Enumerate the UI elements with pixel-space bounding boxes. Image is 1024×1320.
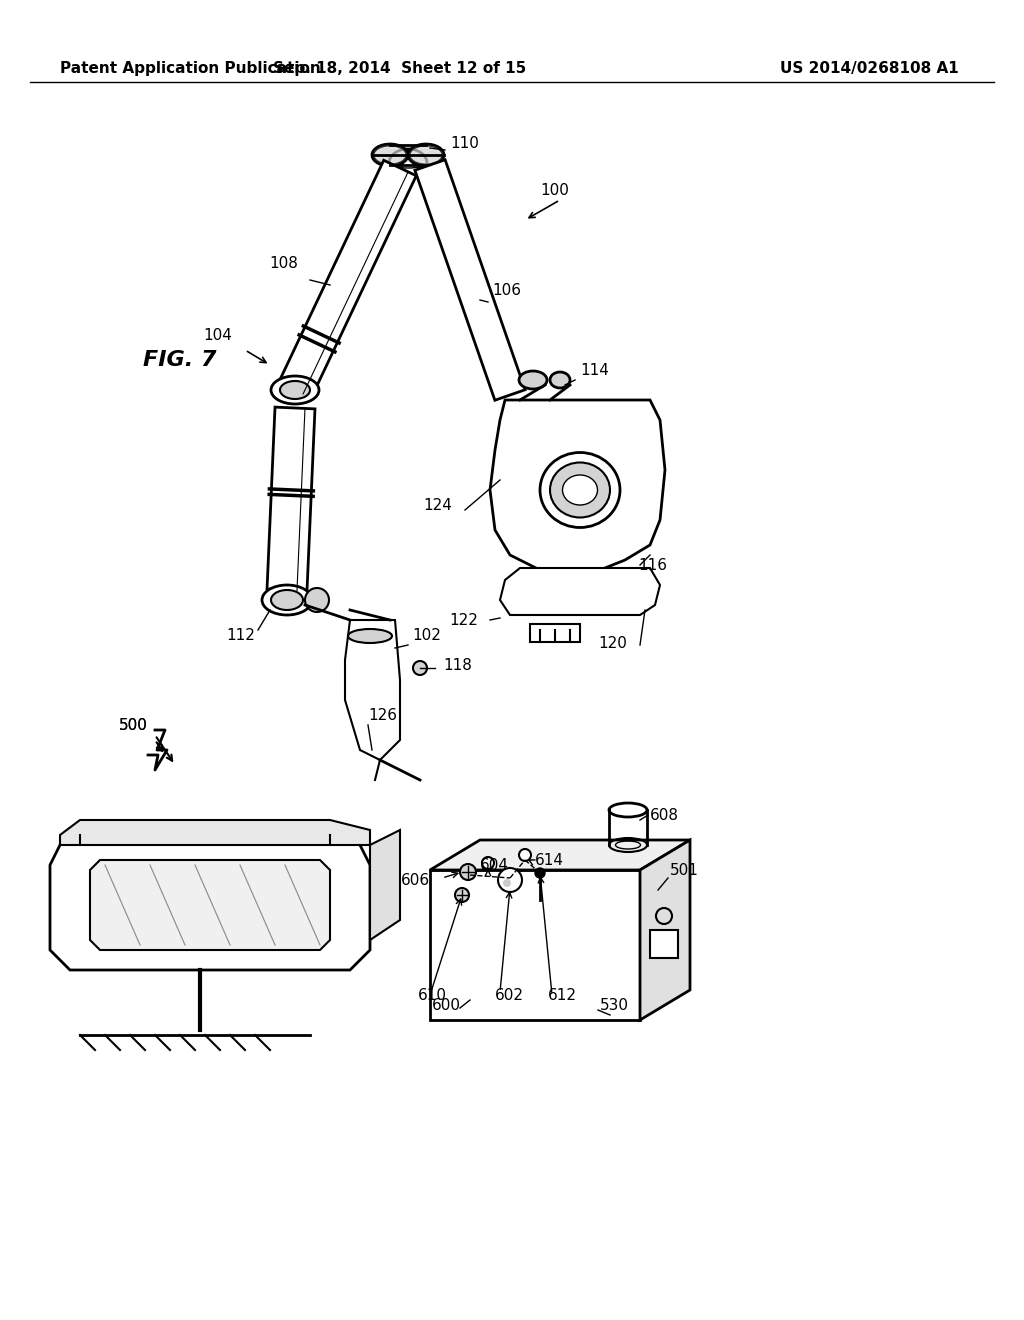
Text: 116: 116 bbox=[638, 558, 667, 573]
Text: 604: 604 bbox=[480, 858, 509, 873]
Ellipse shape bbox=[562, 475, 597, 506]
Circle shape bbox=[535, 869, 545, 878]
Ellipse shape bbox=[348, 630, 392, 643]
Circle shape bbox=[305, 587, 329, 612]
Text: 104: 104 bbox=[203, 327, 232, 343]
Polygon shape bbox=[430, 870, 640, 1020]
Text: 530: 530 bbox=[600, 998, 629, 1012]
Polygon shape bbox=[90, 861, 330, 950]
Text: 600: 600 bbox=[432, 998, 461, 1012]
Ellipse shape bbox=[519, 371, 547, 389]
Ellipse shape bbox=[550, 372, 570, 388]
Text: Sep. 18, 2014  Sheet 12 of 15: Sep. 18, 2014 Sheet 12 of 15 bbox=[273, 61, 526, 75]
Text: 112: 112 bbox=[226, 628, 255, 643]
Ellipse shape bbox=[540, 453, 620, 528]
Circle shape bbox=[455, 888, 469, 902]
Polygon shape bbox=[60, 820, 370, 845]
Polygon shape bbox=[267, 407, 315, 591]
Polygon shape bbox=[50, 836, 370, 970]
Ellipse shape bbox=[280, 381, 310, 399]
Circle shape bbox=[503, 879, 511, 887]
Bar bbox=[530, 624, 580, 642]
Polygon shape bbox=[490, 400, 665, 576]
Polygon shape bbox=[430, 840, 690, 870]
Text: 126: 126 bbox=[368, 708, 397, 723]
Text: 124: 124 bbox=[423, 498, 452, 513]
Text: 500: 500 bbox=[119, 718, 148, 733]
Text: FIG. 7: FIG. 7 bbox=[143, 350, 217, 370]
Ellipse shape bbox=[550, 462, 610, 517]
Polygon shape bbox=[345, 620, 400, 760]
Polygon shape bbox=[640, 840, 690, 1020]
Text: 608: 608 bbox=[650, 808, 679, 822]
Ellipse shape bbox=[271, 376, 319, 404]
Text: 110: 110 bbox=[450, 136, 479, 150]
Polygon shape bbox=[370, 830, 400, 940]
Text: 108: 108 bbox=[269, 256, 298, 271]
Text: 610: 610 bbox=[418, 987, 447, 1003]
Polygon shape bbox=[415, 160, 525, 400]
Text: 606: 606 bbox=[400, 873, 430, 888]
Text: 500: 500 bbox=[119, 718, 148, 733]
Polygon shape bbox=[279, 160, 417, 397]
Text: 114: 114 bbox=[580, 363, 609, 378]
Text: 612: 612 bbox=[548, 987, 577, 1003]
Ellipse shape bbox=[271, 590, 303, 610]
Bar bbox=[650, 931, 678, 958]
Ellipse shape bbox=[373, 145, 407, 165]
Text: US 2014/0268108 A1: US 2014/0268108 A1 bbox=[780, 61, 958, 75]
Ellipse shape bbox=[262, 585, 312, 615]
Text: 602: 602 bbox=[495, 987, 524, 1003]
Circle shape bbox=[413, 661, 427, 675]
Text: 100: 100 bbox=[540, 183, 569, 198]
Polygon shape bbox=[500, 568, 660, 615]
Text: 501: 501 bbox=[670, 863, 698, 878]
Circle shape bbox=[482, 857, 494, 869]
Circle shape bbox=[460, 865, 476, 880]
Text: 122: 122 bbox=[450, 612, 478, 628]
Text: 118: 118 bbox=[443, 657, 472, 673]
Text: 614: 614 bbox=[535, 853, 564, 869]
Text: 120: 120 bbox=[598, 636, 627, 651]
Text: 102: 102 bbox=[412, 628, 441, 643]
Circle shape bbox=[519, 849, 531, 861]
Text: 106: 106 bbox=[492, 282, 521, 298]
Ellipse shape bbox=[409, 145, 443, 165]
Text: Patent Application Publication: Patent Application Publication bbox=[60, 61, 321, 75]
Circle shape bbox=[498, 869, 522, 892]
